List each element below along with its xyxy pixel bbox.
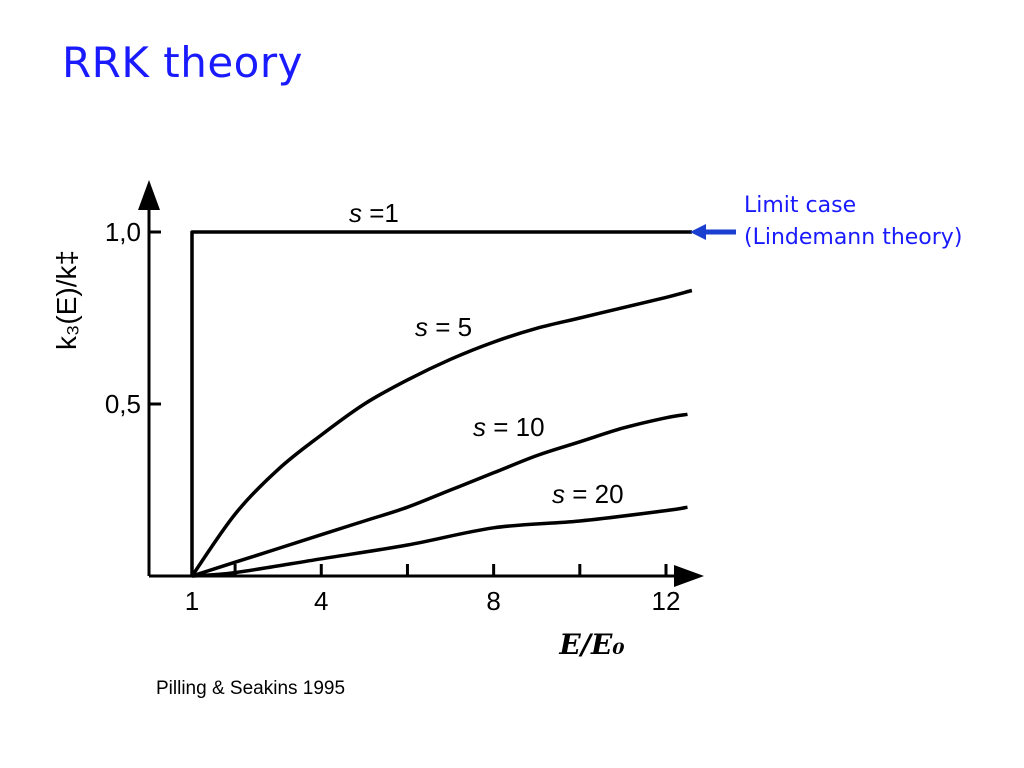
- y-axis-arrowhead: [138, 180, 160, 210]
- series-line-4: [191, 505, 688, 578]
- series-label-4: s = 20: [552, 479, 624, 509]
- chart-labels: 1 4 8 12 1,0 0,5 s =1 s = 5 s = 10 s = 20 E/E₀ k₃(E…: [51, 198, 680, 661]
- limit-arrow-icon: [690, 224, 736, 240]
- x-tick-label-4: 4: [314, 586, 328, 616]
- series-label-3: s = 10: [473, 412, 545, 442]
- y-tick-label-0,5: 0,5: [105, 389, 141, 419]
- series-line-3: [191, 412, 688, 578]
- series-line-2: [190, 288, 693, 578]
- chart-axes: [138, 180, 704, 587]
- y-axis-label: k₃(E)/k‡: [51, 250, 82, 350]
- limit-case-line-1: Limit case: [744, 193, 857, 218]
- x-axis-label: E/E₀: [558, 628, 624, 661]
- citation-credit: Pilling & Seakins 1995: [156, 678, 346, 699]
- limit-case-note: Limit case (Lindemann theory): [744, 190, 962, 254]
- x-tick-label-8: 8: [486, 586, 500, 616]
- x-tick-label-1: 1: [185, 586, 199, 616]
- slide-title: RRK theory: [62, 38, 304, 87]
- chart-curves: [190, 230, 693, 578]
- arrow-head: [690, 224, 706, 240]
- limit-case-line-2: (Lindemann theory): [744, 225, 963, 250]
- x-axis-arrowhead: [674, 565, 704, 587]
- y-tick-label-1,0: 1,0: [105, 217, 141, 247]
- series-line-1: [190, 230, 692, 576]
- series-label-2: s = 5: [415, 312, 472, 342]
- x-tick-label-12: 12: [652, 586, 681, 616]
- series-label-1: s =1: [349, 198, 399, 228]
